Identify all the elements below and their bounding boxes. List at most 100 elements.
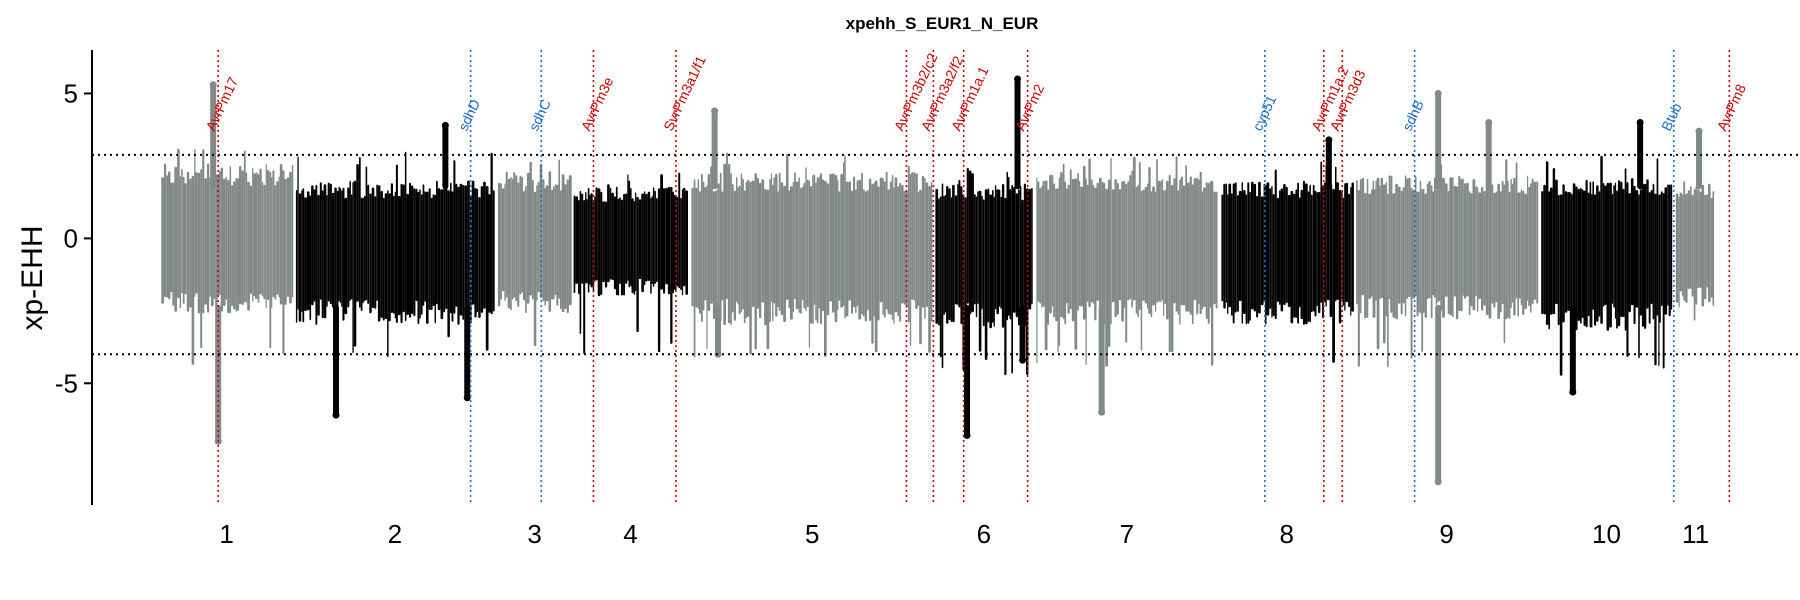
- data-point-band: [1253, 183, 1257, 312]
- data-point-band: [457, 186, 460, 325]
- data-point-band: [194, 149, 196, 297]
- data-point-band: [1585, 179, 1588, 328]
- data-point-band: [1639, 189, 1642, 316]
- data-point-band: [404, 151, 407, 322]
- data-point-band: [837, 179, 839, 311]
- data-point-band: [1051, 174, 1054, 307]
- data-point-band: [1374, 189, 1376, 318]
- data-point-band: [1675, 193, 1679, 303]
- data-point-band: [1522, 190, 1525, 315]
- data-point-band: [233, 181, 236, 310]
- data-point-band: [1004, 197, 1007, 376]
- data-point-band: [1329, 184, 1333, 318]
- data-point-band: [523, 190, 526, 301]
- y-tick-label: 0: [64, 223, 78, 253]
- data-point-band: [858, 179, 861, 320]
- data-point-band: [1044, 180, 1048, 351]
- data-point-band: [548, 171, 552, 312]
- data-point-band: [207, 163, 210, 313]
- data-point-band: [263, 184, 266, 300]
- data-point-band: [805, 167, 807, 312]
- data-point-band: [609, 187, 612, 280]
- data-point-band: [286, 177, 290, 297]
- data-point-band: [1533, 181, 1537, 300]
- data-point-band: [417, 191, 420, 324]
- data-point-band: [245, 172, 248, 303]
- data-point-band: [369, 193, 372, 314]
- data-point-band: [525, 186, 527, 314]
- data-point-band: [1426, 183, 1429, 300]
- data-point-band: [174, 166, 177, 312]
- data-point-band: [374, 196, 377, 309]
- data-point-band: [844, 155, 846, 319]
- data-point-band: [304, 197, 307, 311]
- data-point-band: [907, 165, 910, 323]
- data-point-band: [1611, 193, 1614, 304]
- data-point-band: [402, 184, 405, 313]
- data-point-band: [889, 181, 892, 315]
- data-point-band: [1154, 191, 1157, 312]
- data-point-band: [1207, 182, 1210, 324]
- data-point-band: [464, 185, 468, 316]
- data-point-band: [1385, 182, 1388, 317]
- data-point-band: [1527, 175, 1529, 301]
- data-point-band: [928, 186, 931, 353]
- data-point-band: [170, 182, 173, 293]
- data-point-band: [500, 183, 502, 300]
- data-point-band: [301, 190, 303, 313]
- data-point-band: [253, 173, 255, 297]
- chromosome-labels: 1 2 3 4 5 6 7 8 9 10 11: [219, 519, 1709, 549]
- data-point-band: [1410, 187, 1413, 359]
- data-point-band: [745, 181, 747, 319]
- data-point-band: [901, 184, 904, 304]
- data-point-band: [1515, 162, 1518, 299]
- data-point-band: [1416, 191, 1419, 317]
- data-point-band: [1641, 183, 1644, 327]
- data-point-band: [1231, 193, 1233, 316]
- data-point-band: [994, 185, 997, 310]
- data-point-band: [977, 191, 979, 304]
- data-point-band: [241, 170, 244, 305]
- data-point-band: [770, 173, 773, 302]
- data-point-band: [1236, 195, 1239, 312]
- data-point-band: [1530, 183, 1532, 313]
- data-point-band: [721, 191, 724, 301]
- data-point-band: [1000, 196, 1002, 309]
- data-point-band: [1654, 193, 1657, 366]
- data-point-band: [1182, 185, 1186, 306]
- data-point-band: [657, 188, 661, 353]
- data-point-band: [471, 180, 475, 305]
- data-point-band: [1421, 188, 1424, 352]
- data-point-band: [579, 190, 582, 334]
- data-point-band: [344, 197, 348, 315]
- data-point-band: [213, 171, 216, 300]
- data-point-band: [581, 193, 584, 284]
- data-point-band: [1121, 181, 1124, 322]
- data-point-band: [1577, 188, 1580, 321]
- data-point-band: [1269, 188, 1272, 309]
- data-point-band: [790, 186, 793, 320]
- data-point-band: [1468, 191, 1471, 316]
- data-point-band: [723, 163, 726, 326]
- data-point-band: [749, 181, 752, 355]
- data-point-band: [1466, 182, 1469, 297]
- data-point-band: [437, 188, 441, 311]
- data-point-band: [367, 184, 370, 304]
- data-point-band: [1376, 177, 1380, 350]
- data-point-band: [838, 191, 841, 301]
- data-point-band: [313, 189, 316, 302]
- data-point-band: [1055, 188, 1058, 322]
- data-point-band: [792, 181, 794, 313]
- data-point-band: [252, 167, 254, 302]
- data-point-band: [700, 173, 703, 322]
- data-point-band: [643, 191, 646, 286]
- data-point-band: [276, 181, 279, 295]
- data-point-band: [1211, 180, 1214, 366]
- data-point-band: [394, 191, 396, 319]
- data-point-band: [365, 166, 368, 301]
- data-point-band: [1406, 178, 1409, 299]
- data-point-band: [868, 178, 872, 321]
- data-point-band: [202, 149, 205, 314]
- data-point-band: [1157, 180, 1161, 302]
- data-point-band: [1616, 190, 1618, 329]
